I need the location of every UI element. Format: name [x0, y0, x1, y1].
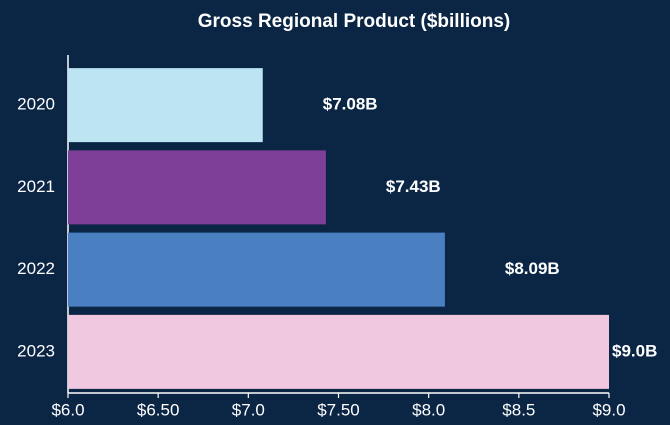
value-label: $8.09B — [505, 259, 560, 278]
x-tick-label: $7.50 — [317, 400, 360, 419]
y-tick-label: 2020 — [17, 95, 55, 114]
chart-title: Gross Regional Product ($billions) — [198, 11, 510, 32]
x-tick-label: $8.0 — [412, 400, 445, 419]
x-tick-label: $6.0 — [51, 400, 84, 419]
bar — [68, 150, 326, 225]
value-label: $9.0B — [612, 341, 657, 360]
bar — [68, 314, 609, 389]
x-tick-label: $7.0 — [232, 400, 265, 419]
x-tick-label: $6.50 — [137, 400, 180, 419]
y-tick-label: 2023 — [17, 341, 55, 360]
bar — [68, 68, 263, 143]
x-tick-label: $9.0 — [592, 400, 625, 419]
bar — [68, 232, 445, 307]
y-tick-label: 2022 — [17, 259, 55, 278]
value-label: $7.43B — [386, 177, 441, 196]
x-tick-label: $8.5 — [502, 400, 535, 419]
value-label: $7.08B — [323, 95, 378, 114]
y-tick-label: 2021 — [17, 177, 55, 196]
